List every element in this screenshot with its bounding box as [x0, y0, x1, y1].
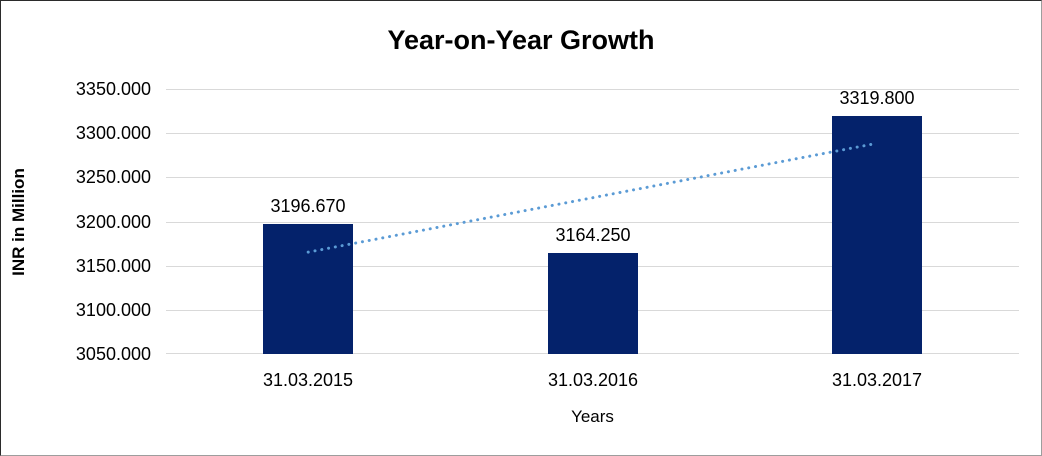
gridline — [166, 89, 1019, 90]
x-tick-label: 31.03.2016 — [547, 370, 639, 390]
bar-31.03.2015 — [263, 224, 353, 354]
y-tick-label: 3100.000 — [75, 300, 151, 320]
bar-data-label: 3319.800 — [839, 88, 915, 108]
y-tick-label: 3050.000 — [75, 344, 151, 364]
bar-data-label: 3164.250 — [555, 225, 631, 245]
x-tick-label: 31.03.2015 — [262, 370, 354, 390]
gridline — [166, 222, 1019, 223]
x-tick-label: 31.03.2017 — [831, 370, 923, 390]
gridline — [166, 177, 1019, 178]
y-tick-label: 3200.000 — [75, 212, 151, 232]
y-tick-label: 3150.000 — [75, 256, 151, 276]
trendline — [306, 141, 879, 254]
bar-31.03.2016 — [548, 253, 638, 354]
y-tick-label: 3250.000 — [75, 167, 151, 187]
x-axis-title: Years — [571, 407, 614, 426]
bar-data-label: 3196.670 — [270, 196, 346, 216]
y-tick-label: 3300.000 — [75, 123, 151, 143]
plot-area: 3196.670 3164.250 3319.800 — [166, 88, 1019, 354]
gridline — [166, 133, 1019, 134]
bar-31.03.2017 — [832, 116, 922, 354]
y-tick-label: 3350.000 — [75, 79, 151, 99]
chart-title: Year-on-Year Growth — [387, 25, 655, 55]
